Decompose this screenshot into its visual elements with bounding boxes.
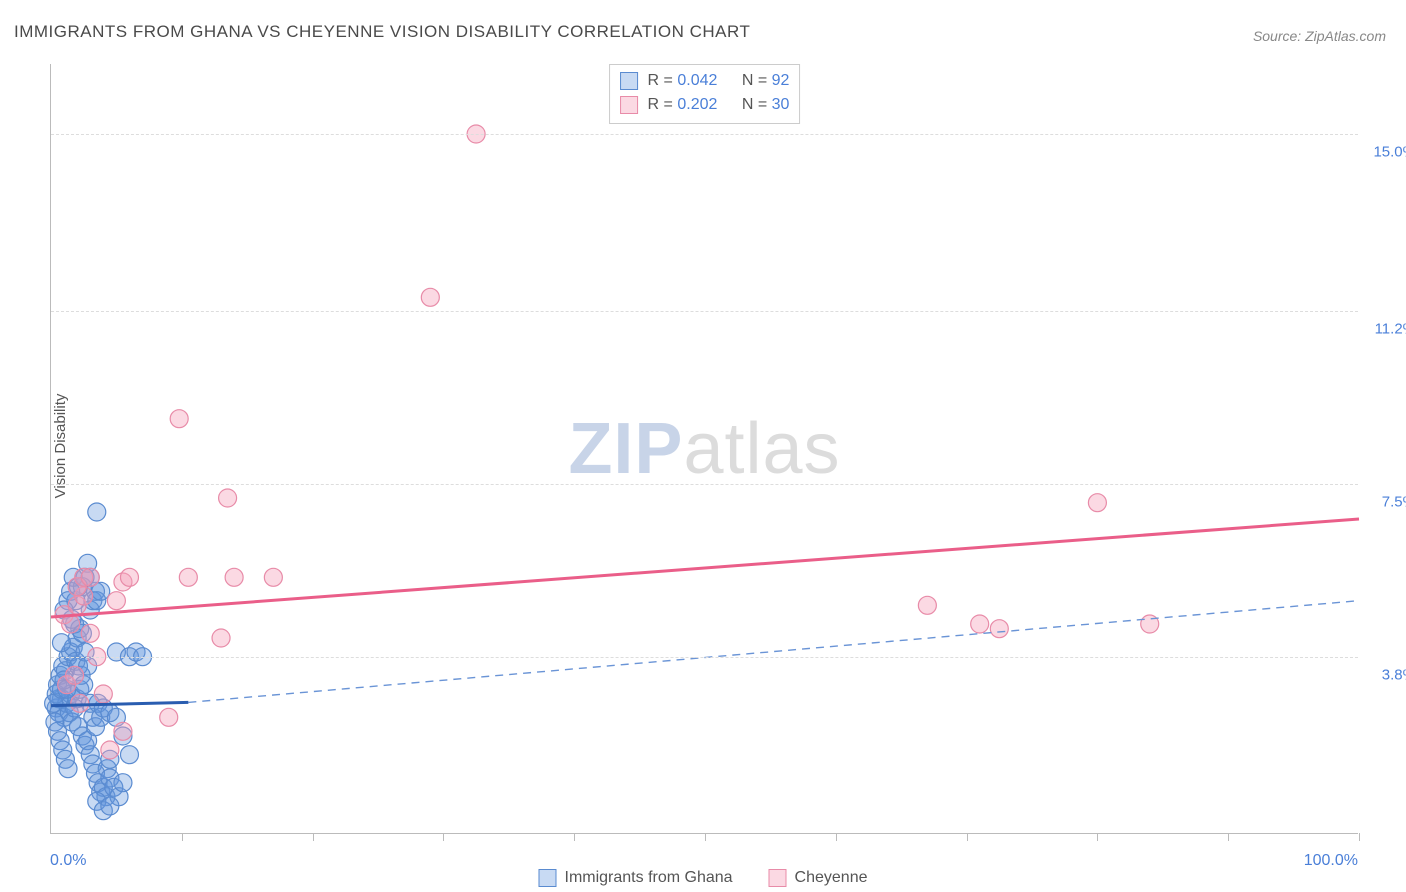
x-tick: [1359, 833, 1360, 841]
legend-r-label: R =: [648, 72, 678, 89]
gridline: [51, 311, 1358, 312]
legend-item: Immigrants from Ghana: [538, 869, 732, 887]
swatch-icon: [620, 96, 638, 114]
data-point: [1088, 494, 1106, 512]
data-point: [81, 624, 99, 642]
data-point: [59, 760, 77, 778]
data-point: [101, 797, 119, 815]
data-point: [94, 685, 112, 703]
legend-label: Immigrants from Ghana: [564, 869, 732, 887]
data-point: [66, 666, 84, 684]
data-point: [918, 596, 936, 614]
data-point: [971, 615, 989, 633]
legend-n-value: 30: [772, 96, 790, 113]
legend-r-label: R =: [648, 96, 678, 113]
legend-stats-row: R = 0.042 N = 92: [620, 69, 790, 93]
legend-n-value: 92: [772, 72, 790, 89]
swatch-icon: [538, 869, 556, 887]
x-tick: [574, 833, 575, 841]
data-point: [52, 634, 70, 652]
gridline: [51, 484, 1358, 485]
data-point: [225, 568, 243, 586]
data-point: [990, 620, 1008, 638]
data-point: [421, 288, 439, 306]
legend-stats: R = 0.042 N = 92 R = 0.202 N = 30: [609, 64, 801, 124]
source-attribution: Source: ZipAtlas.com: [1253, 28, 1386, 44]
legend-series: Immigrants from Ghana Cheyenne: [538, 869, 867, 887]
data-point: [179, 568, 197, 586]
data-point: [114, 774, 132, 792]
legend-n-label: N =: [742, 72, 772, 89]
y-tick-label: 15.0%: [1373, 144, 1406, 161]
regression-line: [51, 519, 1359, 617]
regression-line: [188, 601, 1359, 703]
plot-area: ZIPatlas R = 0.042 N = 92 R = 0.202 N = …: [50, 64, 1358, 834]
x-tick: [1097, 833, 1098, 841]
data-point: [264, 568, 282, 586]
data-point: [62, 615, 80, 633]
data-point: [88, 503, 106, 521]
data-point: [170, 410, 188, 428]
x-tick: [836, 833, 837, 841]
legend-n-label: N =: [742, 96, 772, 113]
swatch-icon: [620, 72, 638, 90]
x-tick: [443, 833, 444, 841]
chart-svg: [51, 64, 1358, 833]
x-tick: [705, 833, 706, 841]
legend-item: Cheyenne: [769, 869, 868, 887]
legend-r-value: 0.202: [677, 96, 717, 113]
x-tick: [313, 833, 314, 841]
y-tick-label: 11.2%: [1375, 321, 1406, 338]
data-point: [81, 568, 99, 586]
x-tick: [967, 833, 968, 841]
data-point: [101, 741, 119, 759]
y-tick-label: 3.8%: [1382, 666, 1406, 683]
legend-stats-row: R = 0.202 N = 30: [620, 93, 790, 117]
x-tick: [182, 833, 183, 841]
x-axis-end-label: 100.0%: [1304, 852, 1358, 870]
data-point: [219, 489, 237, 507]
data-point: [120, 746, 138, 764]
data-point: [212, 629, 230, 647]
legend-r-value: 0.042: [677, 72, 717, 89]
chart-title: IMMIGRANTS FROM GHANA VS CHEYENNE VISION…: [14, 22, 750, 42]
legend-label: Cheyenne: [795, 869, 868, 887]
data-point: [160, 708, 178, 726]
x-axis-start-label: 0.0%: [50, 852, 86, 870]
x-tick: [1228, 833, 1229, 841]
data-point: [114, 722, 132, 740]
y-tick-label: 7.5%: [1382, 494, 1406, 511]
data-point: [120, 568, 138, 586]
data-point: [107, 592, 125, 610]
gridline: [51, 657, 1358, 658]
swatch-icon: [769, 869, 787, 887]
gridline: [51, 134, 1358, 135]
